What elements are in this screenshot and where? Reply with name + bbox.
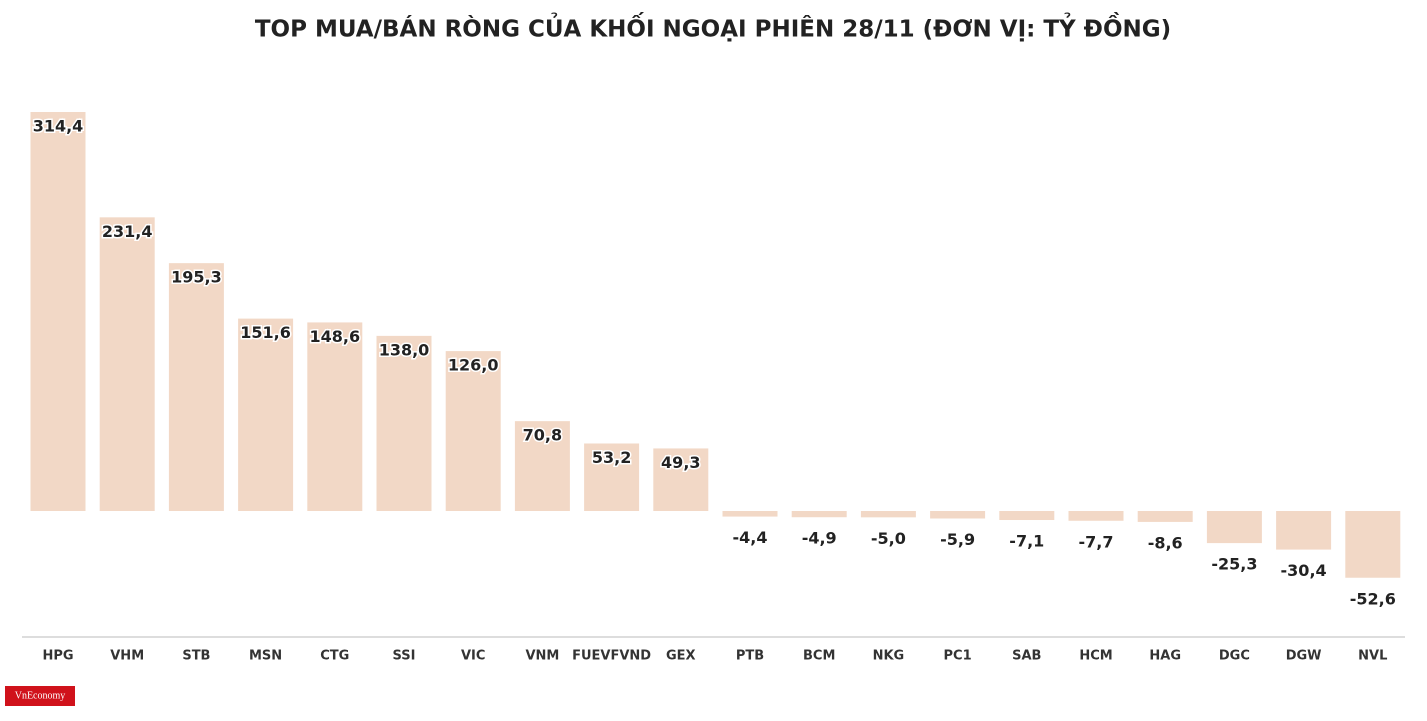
bar <box>722 511 778 517</box>
bar <box>445 351 501 511</box>
x-tick-label: VHM <box>110 649 144 664</box>
x-tick-label: FUEVFVND <box>572 649 651 664</box>
value-label: 314,4 <box>33 117 84 136</box>
x-tick-label: DGW <box>1286 649 1322 664</box>
logo-box <box>5 686 75 706</box>
value-label: 53,2 <box>592 448 631 467</box>
value-label: -7,1 <box>1009 532 1044 551</box>
x-tick-label: NVL <box>1358 649 1387 664</box>
x-tick-label: HAG <box>1149 649 1181 664</box>
bar <box>860 511 916 518</box>
value-label: 126,0 <box>448 356 499 375</box>
x-tick-label: SSI <box>393 649 416 664</box>
bar <box>238 318 294 511</box>
x-tick-label: HCM <box>1079 649 1112 664</box>
value-label: 148,6 <box>309 327 360 346</box>
logo: VnEconomy <box>15 690 66 701</box>
bar <box>1206 511 1262 544</box>
value-label: -4,9 <box>802 529 837 548</box>
x-tick-label: DGC <box>1219 649 1250 664</box>
value-label: -25,3 <box>1211 555 1257 574</box>
value-label: -7,7 <box>1079 532 1114 551</box>
chart-title: TOP MUA/BÁN RÒNG CỦA KHỐI NGOẠI PHIÊN 28… <box>255 12 1171 43</box>
bar <box>307 322 363 511</box>
x-tick-label: HPG <box>42 649 73 664</box>
bar <box>999 511 1055 521</box>
bar <box>584 443 640 511</box>
x-tick-label: VIC <box>461 649 485 664</box>
x-tick-label: PTB <box>736 649 764 664</box>
x-tick-label: VNM <box>525 649 559 664</box>
bar <box>514 421 570 511</box>
bar <box>376 335 432 511</box>
x-tick-label: NKG <box>873 649 905 664</box>
bar <box>1137 511 1193 522</box>
value-label: 195,3 <box>171 268 222 287</box>
bar <box>1345 511 1401 578</box>
bar <box>1068 511 1124 521</box>
bar <box>1276 511 1332 550</box>
x-tick-label: MSN <box>249 649 282 664</box>
value-label: 151,6 <box>240 323 291 342</box>
value-label: -5,9 <box>940 530 975 549</box>
bar <box>653 448 709 511</box>
value-label: 49,3 <box>661 453 700 472</box>
x-tick-label: SAB <box>1012 649 1041 664</box>
value-label: -52,6 <box>1350 589 1396 608</box>
x-tick-label: CTG <box>320 649 349 664</box>
value-label: -5,0 <box>871 529 906 548</box>
bar <box>168 263 224 511</box>
value-label: 138,0 <box>379 340 430 359</box>
bar <box>99 217 155 511</box>
value-label: -8,6 <box>1148 533 1183 552</box>
x-tick-label: STB <box>182 649 210 664</box>
value-label: 231,4 <box>102 222 153 241</box>
value-label: 70,8 <box>523 426 562 445</box>
x-tick-label: BCM <box>803 649 835 664</box>
x-tick-label: GEX <box>666 649 696 664</box>
bar <box>930 511 986 519</box>
value-label: -30,4 <box>1281 561 1327 580</box>
bar <box>30 112 86 511</box>
x-tick-label: PC1 <box>944 649 972 664</box>
value-label: -4,4 <box>733 528 768 547</box>
bar <box>791 511 847 518</box>
